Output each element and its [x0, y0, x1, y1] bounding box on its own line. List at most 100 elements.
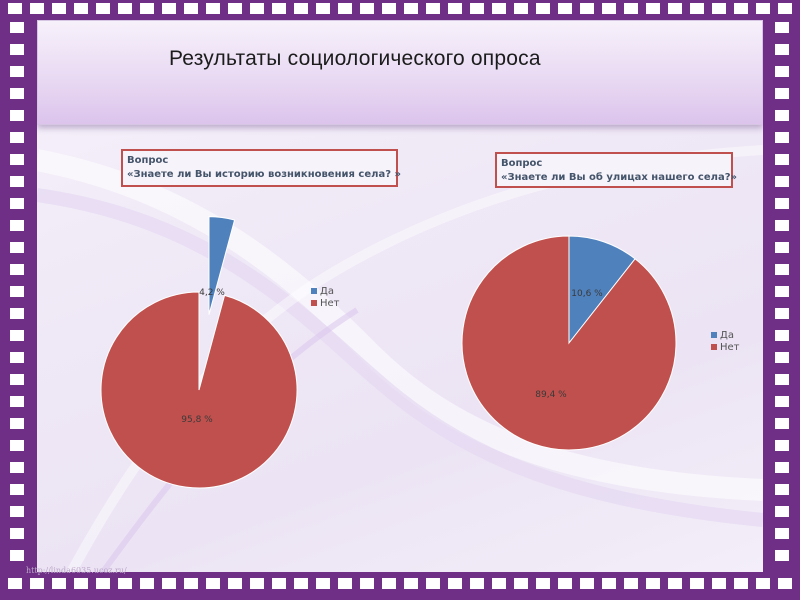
frame-square	[775, 154, 789, 165]
frame-square	[10, 110, 24, 121]
frame-square	[775, 308, 789, 319]
frame-square	[624, 578, 638, 589]
frame-square	[184, 578, 198, 589]
legend-swatch-no-2	[711, 344, 717, 350]
frame-square	[558, 578, 572, 589]
frame-square	[602, 3, 616, 14]
frame-square	[10, 330, 24, 341]
frame-square	[140, 578, 154, 589]
frame-square	[426, 3, 440, 14]
frame-square	[775, 176, 789, 187]
frame-square	[646, 578, 660, 589]
frame-square	[30, 578, 44, 589]
frame-square	[775, 198, 789, 209]
frame-square	[775, 418, 789, 429]
frame-square	[118, 578, 132, 589]
frame-square	[775, 506, 789, 517]
frame-square	[10, 176, 24, 187]
frame-square	[580, 3, 594, 14]
frame-square	[96, 3, 110, 14]
pie-slice-1-yes	[208, 216, 236, 315]
frame-square	[10, 264, 24, 275]
frame-square	[775, 550, 789, 561]
frame-square	[228, 578, 242, 589]
frame-square	[536, 3, 550, 14]
frame-square	[382, 3, 396, 14]
frame-square	[250, 3, 264, 14]
frame-square	[10, 66, 24, 77]
frame-square	[448, 578, 462, 589]
page-title: Результаты социологического опроса	[169, 47, 541, 70]
frame-square	[382, 578, 396, 589]
legend-item-yes-1: Да	[311, 285, 340, 297]
frame-square	[492, 3, 506, 14]
frame-square	[514, 578, 528, 589]
frame-square	[756, 578, 770, 589]
frame-square	[690, 3, 704, 14]
pie-slice-2-no	[461, 235, 677, 451]
frame-square	[272, 3, 286, 14]
frame-square	[228, 3, 242, 14]
frame-square	[10, 286, 24, 297]
frame-square	[558, 3, 572, 14]
frame-square	[360, 3, 374, 14]
frame-square	[294, 3, 308, 14]
frame-square	[316, 3, 330, 14]
frame-square	[140, 3, 154, 14]
data-label-1-no: 95,8 %	[181, 415, 213, 425]
frame-square	[775, 484, 789, 495]
legend-2: Да Нет	[711, 329, 740, 353]
legend-label-yes-1: Да	[320, 285, 334, 297]
frame-square	[10, 198, 24, 209]
pie-slice-1-no	[100, 291, 298, 489]
frame-square	[74, 578, 88, 589]
frame-square	[10, 308, 24, 319]
frame-square	[10, 22, 24, 33]
question-box-1: Вопрос «Знаете ли Вы историю возникновен…	[121, 149, 401, 187]
frame-square	[470, 578, 484, 589]
frame-square	[775, 44, 789, 55]
frame-square	[775, 374, 789, 385]
pie-slice-2-yes	[568, 235, 636, 345]
legend-label-no-2: Нет	[720, 341, 740, 353]
frame-square	[756, 3, 770, 14]
legend-label-yes-2: Да	[720, 329, 734, 341]
frame-square	[10, 418, 24, 429]
frame-square	[775, 352, 789, 363]
frame-square	[775, 528, 789, 539]
frame-square	[404, 578, 418, 589]
frame-square	[10, 154, 24, 165]
frame-square	[734, 3, 748, 14]
legend-label-no-1: Нет	[320, 297, 340, 309]
frame-square	[10, 88, 24, 99]
frame-square	[470, 3, 484, 14]
frame-square	[775, 242, 789, 253]
question-label-1: Вопрос	[127, 155, 169, 166]
frame-square	[118, 3, 132, 14]
frame-square	[775, 132, 789, 143]
frame-square	[74, 3, 88, 14]
legend-item-yes-2: Да	[711, 329, 740, 341]
frame-square	[646, 3, 660, 14]
question-text-2: «Знаете ли Вы об улицах нашего села?»	[501, 172, 737, 183]
frame-square	[775, 264, 789, 275]
frame-square	[514, 3, 528, 14]
legend-swatch-yes-2	[711, 332, 717, 338]
frame-square	[10, 374, 24, 385]
frame-square	[734, 578, 748, 589]
frame-square	[338, 3, 352, 14]
frame-square	[10, 396, 24, 407]
frame-square	[580, 578, 594, 589]
frame-square	[602, 578, 616, 589]
frame-square	[775, 330, 789, 341]
data-label-1-yes: 4,2 %	[199, 288, 225, 298]
frame-square	[624, 3, 638, 14]
slide: Результаты социологического опроса Вопро…	[37, 20, 763, 572]
legend-swatch-yes-1	[311, 288, 317, 294]
frame-square	[775, 22, 789, 33]
frame-square	[775, 110, 789, 121]
question-box-2: Вопрос «Знаете ли Вы об улицах нашего се…	[495, 152, 737, 188]
frame-square	[184, 3, 198, 14]
legend-item-no-1: Нет	[311, 297, 340, 309]
